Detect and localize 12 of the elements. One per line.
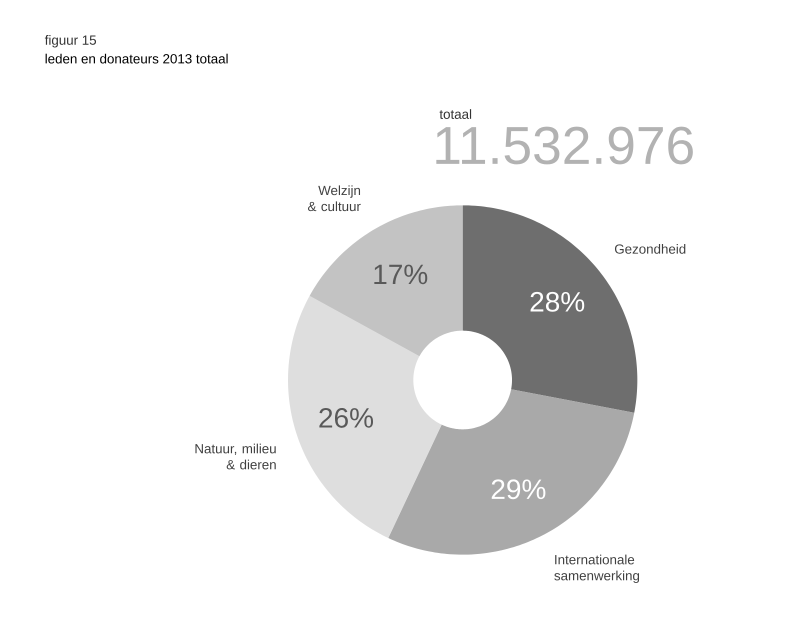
data-label: 28% — [530, 292, 584, 312]
data-label: 17% — [374, 264, 428, 284]
chart-subtitle: leden en donateurs 2013 totaal — [46, 54, 228, 64]
data-label: 26% — [319, 408, 374, 428]
slice-label: Internationale samenwerking — [554, 554, 640, 584]
slice-label: Natuur, milieu & dieren — [195, 444, 276, 470]
data-label: 29% — [492, 479, 546, 500]
text: 11.532.976 — [436, 126, 693, 164]
text: figuur 15 — [44, 35, 96, 48]
slice-label: Welzijn & cultuur — [308, 185, 361, 212]
slice-label: Gezondheid — [614, 244, 686, 254]
text: totaal — [440, 109, 472, 119]
